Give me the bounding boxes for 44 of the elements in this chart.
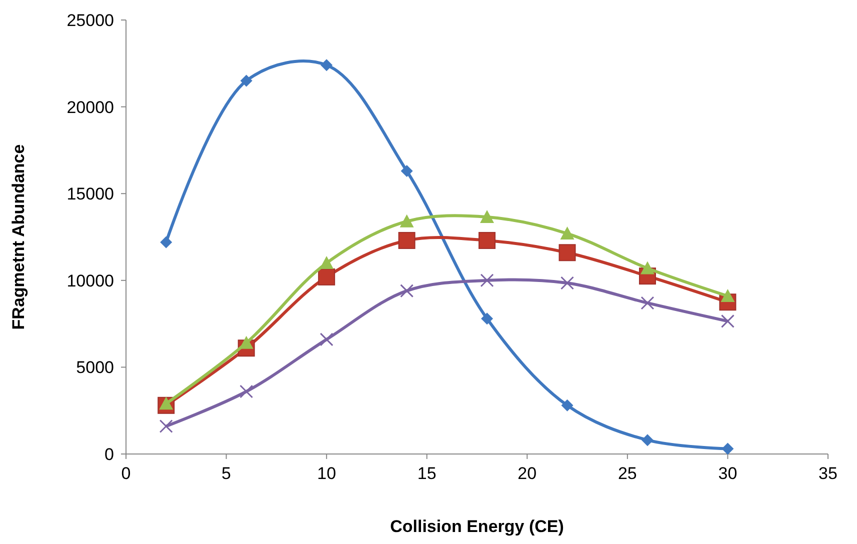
x-tick-label: 30: [718, 464, 738, 483]
x-tick-label: 10: [317, 464, 336, 483]
y-tick-label: 15000: [66, 184, 114, 204]
point: [159, 396, 174, 410]
point: [400, 284, 414, 298]
point: [478, 232, 496, 249]
point: [480, 210, 494, 224]
point: [398, 232, 416, 249]
point: [240, 74, 252, 87]
point: [400, 165, 413, 178]
x-tick-label: 0: [121, 464, 131, 483]
point: [481, 312, 494, 325]
y-tick-label: 5000: [76, 358, 114, 378]
point: [160, 236, 172, 248]
x-tick-label: 25: [618, 464, 637, 483]
x-tick-label: 15: [417, 464, 436, 483]
point: [722, 442, 734, 455]
point: [320, 256, 334, 270]
point: [720, 314, 734, 328]
point: [320, 332, 334, 346]
point: [560, 276, 574, 290]
y-tick-label: 25000: [66, 10, 114, 30]
y-tick-label: 10000: [66, 271, 114, 290]
point: [480, 274, 494, 288]
x-axis-title: Collision Energy (CE): [390, 517, 564, 536]
point: [641, 434, 654, 446]
point: [320, 59, 333, 72]
point: [400, 214, 414, 228]
point: [560, 226, 574, 240]
point: [558, 244, 576, 262]
y-tick-label: 20000: [66, 98, 114, 117]
point: [640, 261, 654, 274]
point: [318, 268, 336, 286]
point: [640, 296, 654, 310]
point: [561, 399, 574, 412]
point: [240, 384, 254, 398]
point: [720, 289, 735, 302]
x-tick-label: 35: [818, 464, 838, 483]
y-axis-title: FRagmetnt Abundance: [9, 144, 28, 330]
x-tick-label: 20: [518, 464, 537, 483]
x-tick-label: 5: [222, 464, 232, 483]
y-tick-label: 0: [104, 444, 114, 464]
point: [239, 336, 254, 349]
point: [159, 419, 173, 433]
